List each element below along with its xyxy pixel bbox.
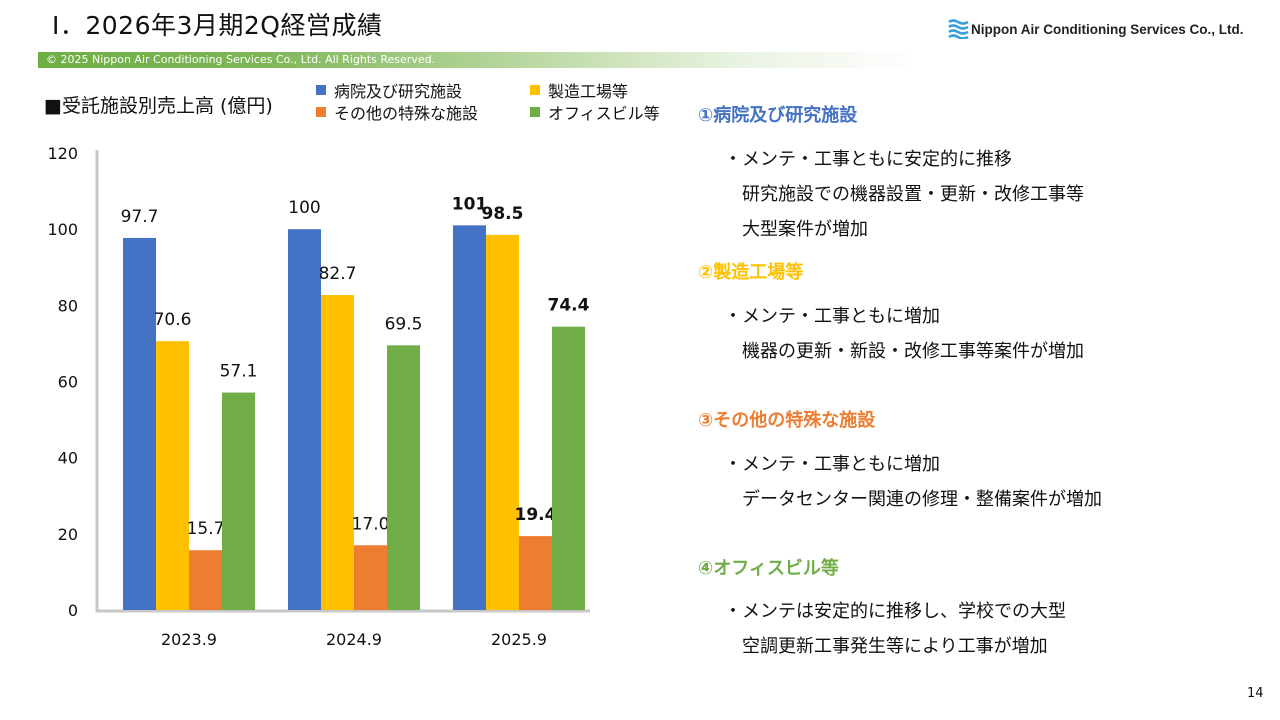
data-label: 97.7 bbox=[121, 207, 159, 227]
data-label: 15.7 bbox=[187, 519, 225, 539]
section-line: ・メンテ・工事ともに増加 bbox=[724, 306, 940, 327]
bar-3-2024.9 bbox=[354, 545, 387, 610]
data-label: 101 bbox=[452, 194, 488, 214]
legend-item-factory: 製造工場等 bbox=[530, 78, 628, 102]
section-line: データセンター関連の修理・整備案件が増加 bbox=[742, 489, 1102, 510]
legend-label: 病院及び研究施設 bbox=[334, 82, 463, 101]
legend-swatch bbox=[316, 85, 326, 95]
copyright-banner: © 2025 Nippon Air Conditioning Services … bbox=[38, 52, 918, 68]
legend-item-hospital: 病院及び研究施設 bbox=[316, 78, 462, 102]
data-label: 19.4 bbox=[515, 505, 557, 525]
y-tick-label: 60 bbox=[58, 373, 78, 392]
bar-2-2024.9 bbox=[321, 295, 354, 610]
section-line: 空調更新工事発生等により工事が増加 bbox=[742, 636, 1048, 657]
section-heading-factory: ②製造工場等 bbox=[698, 262, 804, 283]
section-heading-special: ③その他の特殊な施設 bbox=[698, 410, 876, 431]
bar-2-2023.9 bbox=[156, 341, 189, 610]
company-name: Nippon Air Conditioning Services Co., Lt… bbox=[971, 21, 1244, 37]
y-tick-label: 40 bbox=[58, 449, 78, 468]
company-logo: Nippon Air Conditioning Services Co., Lt… bbox=[948, 19, 1244, 39]
data-label: 100 bbox=[288, 198, 320, 218]
x-tick-label: 2024.9 bbox=[326, 630, 382, 649]
legend-label: その他の特殊な施設 bbox=[334, 104, 479, 123]
legend-label: オフィスビル等 bbox=[548, 104, 660, 123]
section-line: 研究施設での機器設置・更新・改修工事等 bbox=[742, 184, 1084, 205]
legend-item-special: その他の特殊な施設 bbox=[316, 100, 478, 124]
data-label: 57.1 bbox=[220, 362, 258, 382]
x-tick-label: 2025.9 bbox=[491, 630, 547, 649]
y-tick-label: 20 bbox=[58, 525, 78, 544]
section-line: ・メンテ・工事ともに増加 bbox=[724, 454, 940, 475]
section-line: ・メンテ・工事ともに安定的に推移 bbox=[724, 149, 1012, 170]
bar-4-2023.9 bbox=[222, 392, 255, 610]
bar-3-2025.9 bbox=[519, 536, 552, 610]
bar-1-2023.9 bbox=[123, 237, 156, 610]
data-label: 98.5 bbox=[482, 204, 524, 224]
bar-4-2025.9 bbox=[552, 326, 585, 610]
legend-label: 製造工場等 bbox=[548, 82, 629, 101]
bar-4-2024.9 bbox=[387, 345, 420, 610]
y-tick-label: 80 bbox=[58, 296, 78, 315]
legend-swatch bbox=[316, 107, 326, 117]
section-line: 大型案件が増加 bbox=[742, 219, 868, 240]
y-tick-label: 100 bbox=[47, 220, 78, 239]
legend-item-office: オフィスビル等 bbox=[530, 100, 660, 124]
section-heading-hospital: ①病院及び研究施設 bbox=[698, 105, 858, 126]
bar-chart: 0 20 40 60 80 100 120 97.7 70.6 15.7 57.1 2023.9 100… bbox=[47, 144, 590, 649]
chart-title: ■受託施設別売上高 (億円) bbox=[44, 95, 273, 117]
y-tick-label: 0 bbox=[68, 601, 78, 620]
legend-swatch bbox=[530, 85, 540, 95]
section-heading-office: ④オフィスビル等 bbox=[698, 558, 839, 579]
bar-1-2024.9 bbox=[288, 229, 321, 610]
data-label: 17.0 bbox=[352, 514, 390, 534]
section-line: ・メンテは安定的に推移し、学校での大型 bbox=[724, 601, 1066, 622]
section-line: 機器の更新・新設・改修工事等案件が増加 bbox=[742, 341, 1084, 362]
bar-2-2025.9 bbox=[486, 234, 519, 611]
page-number: 14 bbox=[1247, 686, 1264, 701]
legend-swatch bbox=[530, 107, 540, 117]
x-tick-label: 2023.9 bbox=[161, 630, 217, 649]
data-label: 70.6 bbox=[154, 310, 192, 330]
data-label: 82.7 bbox=[319, 264, 357, 284]
data-label: 74.4 bbox=[548, 296, 590, 316]
copyright-text: © 2025 Nippon Air Conditioning Services … bbox=[46, 53, 436, 66]
y-tick-label: 120 bbox=[47, 144, 78, 163]
bar-3-2023.9 bbox=[189, 550, 222, 610]
page-title: Ⅰ．2026年3月期2Q経営成績 bbox=[52, 11, 383, 40]
bar-1-2025.9 bbox=[453, 225, 486, 610]
data-label: 69.5 bbox=[385, 314, 423, 334]
wave-logo-icon bbox=[948, 19, 969, 39]
